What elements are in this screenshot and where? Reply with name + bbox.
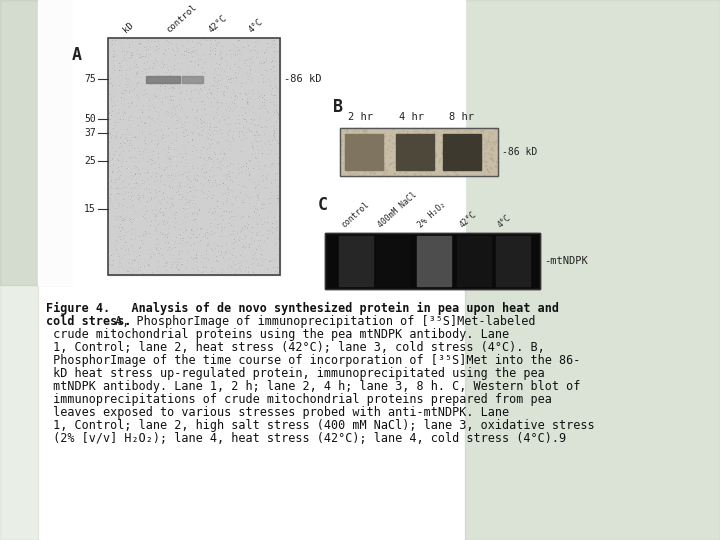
- Bar: [376, 237, 410, 286]
- Text: -86 kD: -86 kD: [502, 147, 537, 157]
- Bar: [396, 134, 434, 170]
- Bar: [346, 134, 383, 170]
- Text: Figure 4.   Analysis of de novo synthesized protein in pea upon heat and: Figure 4. Analysis of de novo synthesize…: [46, 302, 559, 315]
- Text: 25: 25: [84, 156, 96, 166]
- Bar: [38, 0, 465, 285]
- Text: -86 kD: -86 kD: [284, 75, 322, 84]
- Text: PhosphorImage of the time course of incorporation of [³⁵S]Met into the 86-: PhosphorImage of the time course of inco…: [46, 354, 580, 367]
- Text: control: control: [164, 2, 198, 34]
- Text: 1, Control; lane 2, heat stress (42°C); lane 3, cold stress (4°C). B,: 1, Control; lane 2, heat stress (42°C); …: [46, 341, 545, 354]
- Text: -mtNDPK: -mtNDPK: [544, 256, 588, 266]
- Text: 50: 50: [84, 113, 96, 124]
- Text: 42°C: 42°C: [207, 13, 229, 34]
- Text: 400mM NaCl: 400mM NaCl: [376, 190, 418, 229]
- Text: 4°C: 4°C: [247, 17, 265, 34]
- Text: kD heat stress up-regulated protein, immunoprecipitated using the pea: kD heat stress up-regulated protein, imm…: [46, 367, 545, 380]
- Text: crude mitochondrial proteins using the pea mtNDPK antibody. Lane: crude mitochondrial proteins using the p…: [46, 328, 509, 341]
- Bar: [457, 237, 491, 286]
- Bar: [325, 233, 540, 289]
- Text: mtNDPK antibody. Lane 1, 2 h; lane 2, 4 h; lane 3, 8 h. C, Western blot of: mtNDPK antibody. Lane 1, 2 h; lane 2, 4 …: [46, 380, 580, 393]
- Text: A, PhosphorImage of immunoprecipitation of [³⁵S]Met-labeled: A, PhosphorImage of immunoprecipitation …: [109, 315, 536, 328]
- Text: control: control: [339, 199, 371, 229]
- Text: 4°C: 4°C: [496, 213, 513, 229]
- Text: kD: kD: [121, 20, 135, 34]
- Text: A: A: [72, 46, 82, 64]
- Text: cold stress.: cold stress.: [46, 315, 132, 328]
- Bar: [108, 38, 280, 275]
- Text: 37: 37: [84, 128, 96, 138]
- Text: 42°C: 42°C: [458, 210, 478, 229]
- Bar: [181, 76, 204, 83]
- Bar: [145, 76, 180, 83]
- Bar: [340, 128, 498, 176]
- Bar: [496, 237, 530, 286]
- Text: 75: 75: [84, 75, 96, 84]
- Bar: [465, 0, 720, 540]
- Bar: [444, 134, 481, 170]
- Text: C: C: [318, 196, 328, 214]
- Bar: [340, 128, 498, 176]
- Text: 15: 15: [84, 204, 96, 214]
- Bar: [416, 237, 451, 286]
- Bar: [108, 38, 280, 275]
- Text: immunoprecipitations of crude mitochondrial proteins prepared from pea: immunoprecipitations of crude mitochondr…: [46, 393, 552, 406]
- Text: 1, Control; lane 2, high salt stress (400 mM NaCl); lane 3, oxidative stress: 1, Control; lane 2, high salt stress (40…: [46, 419, 595, 432]
- Text: (2% [v/v] H₂O₂); lane 4, heat stress (42°C); lane 4, cold stress (4°C).9: (2% [v/v] H₂O₂); lane 4, heat stress (42…: [46, 432, 566, 445]
- Text: 4 hr: 4 hr: [399, 112, 423, 122]
- Text: 2% H₂O₂: 2% H₂O₂: [417, 199, 448, 229]
- Text: 8 hr: 8 hr: [449, 112, 474, 122]
- Bar: [0, 0, 72, 285]
- Text: leaves exposed to various stresses probed with anti-mtNDPK. Lane: leaves exposed to various stresses probe…: [46, 406, 509, 419]
- Text: B: B: [333, 98, 343, 116]
- Text: 2 hr: 2 hr: [348, 112, 373, 122]
- Bar: [325, 233, 540, 289]
- Bar: [0, 0, 38, 540]
- Bar: [339, 237, 373, 286]
